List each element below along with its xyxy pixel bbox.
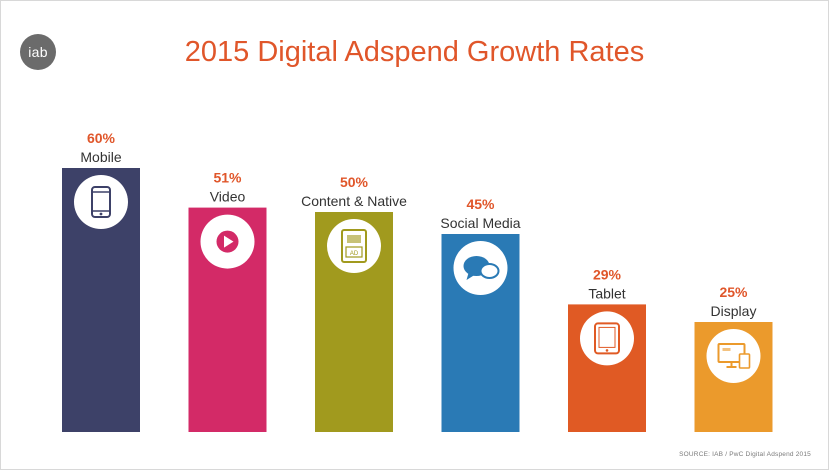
value-label: 50% [340,174,369,190]
category-label: Tablet [588,285,625,301]
value-label: 29% [593,266,622,282]
iab-logo: iab [20,34,56,70]
tablet-icon [580,311,634,366]
display-devices-icon [706,329,761,383]
logo-text: iab [28,44,48,60]
category-label: Display [711,303,757,319]
value-label: 51% [213,170,242,186]
svg-text:AD: AD [350,251,359,257]
category-label: Social Media [440,215,520,231]
chat-bubbles-icon [453,241,508,295]
source-note: SOURCE: IAB / PwC Digital Adspend 2015 [679,451,811,458]
value-label: 25% [719,284,748,300]
category-label: Video [210,189,246,205]
content-ad-icon: AD [327,219,381,273]
category-label: Content & Native [301,193,407,209]
value-label: 60% [87,130,116,146]
category-label: Mobile [80,149,121,165]
chart-title: 2015 Digital Adspend Growth Rates [184,36,645,68]
play-icon [200,214,255,269]
value-label: 45% [466,196,495,212]
smartphone-icon [74,175,128,229]
